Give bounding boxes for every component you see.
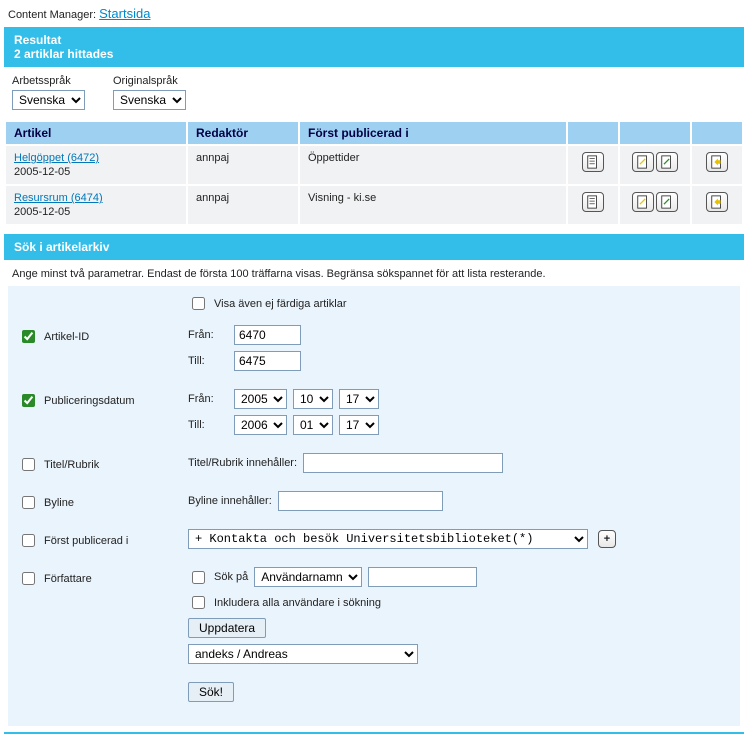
- id-to-label: Till:: [188, 355, 228, 367]
- col-actions-c: [692, 122, 742, 144]
- search-help-text: Ange minst två parametrar. Endast de för…: [4, 260, 744, 286]
- edit-green-icon[interactable]: [656, 152, 678, 172]
- work-language-select[interactable]: Svenska: [12, 90, 85, 110]
- include-all-label: Inkludera alla användare i sökning: [214, 597, 381, 609]
- search-button[interactable]: Sök!: [188, 682, 234, 702]
- update-button[interactable]: Uppdatera: [188, 618, 266, 638]
- pubdate-checkbox[interactable]: [22, 394, 35, 407]
- article-pub: Öppettider: [300, 146, 566, 184]
- table-row: Helgöppet (6472) 2005-12-05 annpajÖppettid…: [6, 146, 742, 184]
- sok-pa-checkbox[interactable]: [192, 571, 205, 584]
- artikel-id-label: Artikel-ID: [44, 331, 89, 343]
- date-to-year[interactable]: 2006: [234, 415, 287, 435]
- table-row: Resursrum (6474) 2005-12-05 annpajVisning …: [6, 186, 742, 224]
- forst-pub-checkbox[interactable]: [22, 534, 35, 547]
- orig-language-select[interactable]: Svenska: [113, 90, 186, 110]
- date-to-month[interactable]: 01: [293, 415, 333, 435]
- results-table: Artikel Redaktör Först publicerad i Helg…: [4, 120, 744, 226]
- language-row: Arbetsspråk Svenska Originalspråk Svensk…: [4, 67, 744, 120]
- artikel-id-checkbox[interactable]: [22, 330, 35, 343]
- forfattare-checkbox[interactable]: [22, 572, 35, 585]
- col-forst-pub: Först publicerad i: [300, 122, 566, 144]
- result-header: Resultat 2 artiklar hittades: [4, 27, 744, 67]
- bottom-border: [4, 732, 744, 734]
- user-select[interactable]: andeks / Andreas: [188, 644, 418, 664]
- show-unfinished-label: Visa även ej färdiga artiklar: [214, 298, 346, 310]
- col-actions-b: [620, 122, 690, 144]
- date-to-label: Till:: [188, 419, 228, 431]
- date-from-year[interactable]: 2005: [234, 389, 287, 409]
- orig-language-label: Originalspråk: [113, 75, 186, 87]
- search-header: Sök i artikelarkiv: [4, 234, 744, 260]
- byline-checkbox[interactable]: [22, 496, 35, 509]
- result-header-line2: 2 artiklar hittades: [14, 47, 734, 61]
- date-from-label: Från:: [188, 393, 228, 405]
- col-actions-a: [568, 122, 618, 144]
- titel-input[interactable]: [303, 453, 503, 473]
- date-from-month[interactable]: 10: [293, 389, 333, 409]
- article-editor: annpaj: [188, 146, 298, 184]
- location-select[interactable]: + Kontakta och besök Universitetsbibliot…: [188, 529, 588, 549]
- include-all-checkbox[interactable]: [192, 596, 205, 609]
- sok-pa-input[interactable]: [368, 567, 477, 587]
- result-header-line1: Resultat: [14, 33, 734, 47]
- titel-checkbox[interactable]: [22, 458, 35, 471]
- edit-yellow-icon[interactable]: [632, 192, 654, 212]
- article-editor: annpaj: [188, 186, 298, 224]
- search-form: Visa även ej färdiga artiklar Artikel-ID…: [8, 286, 740, 726]
- id-from-input[interactable]: [234, 325, 301, 345]
- breadcrumb-prefix: Content Manager:: [8, 9, 96, 21]
- sok-pa-label: Sök på: [214, 571, 248, 583]
- results-thead: Artikel Redaktör Först publicerad i: [6, 122, 742, 144]
- show-unfinished-checkbox[interactable]: [192, 297, 205, 310]
- doc-icon[interactable]: [582, 152, 604, 172]
- article-pub: Visning - ki.se: [300, 186, 566, 224]
- byline-input[interactable]: [278, 491, 443, 511]
- move-icon[interactable]: [706, 152, 728, 172]
- titel-label: Titel/Rubrik: [44, 459, 99, 471]
- pubdate-label: Publiceringsdatum: [44, 395, 135, 407]
- id-to-input[interactable]: [234, 351, 301, 371]
- edit-yellow-icon[interactable]: [632, 152, 654, 172]
- move-icon[interactable]: [706, 192, 728, 212]
- col-redaktor: Redaktör: [188, 122, 298, 144]
- sok-pa-select[interactable]: Användarnamn: [254, 567, 362, 587]
- doc-icon[interactable]: [582, 192, 604, 212]
- add-button[interactable]: +: [598, 530, 616, 548]
- forst-pub-label: Först publicerad i: [44, 535, 128, 547]
- breadcrumb-link[interactable]: Startsida: [99, 6, 150, 21]
- date-to-day[interactable]: 17: [339, 415, 379, 435]
- article-date: 2005-12-05: [14, 206, 178, 218]
- article-link[interactable]: Helgöppet (6472): [14, 152, 99, 164]
- col-artikel: Artikel: [6, 122, 186, 144]
- article-date: 2005-12-05: [14, 166, 178, 178]
- date-from-day[interactable]: 17: [339, 389, 379, 409]
- byline-field-label: Byline innehåller:: [188, 495, 272, 507]
- work-language-label: Arbetsspråk: [12, 75, 85, 87]
- breadcrumb: Content Manager: Startsida: [4, 4, 744, 27]
- edit-green-icon[interactable]: [656, 192, 678, 212]
- byline-label: Byline: [44, 497, 74, 509]
- forfattare-label: Författare: [44, 573, 92, 585]
- titel-field-label: Titel/Rubrik innehåller:: [188, 457, 297, 469]
- article-link[interactable]: Resursrum (6474): [14, 192, 103, 204]
- results-tbody: Helgöppet (6472) 2005-12-05 annpajÖppettid…: [6, 146, 742, 224]
- id-from-label: Från:: [188, 329, 228, 341]
